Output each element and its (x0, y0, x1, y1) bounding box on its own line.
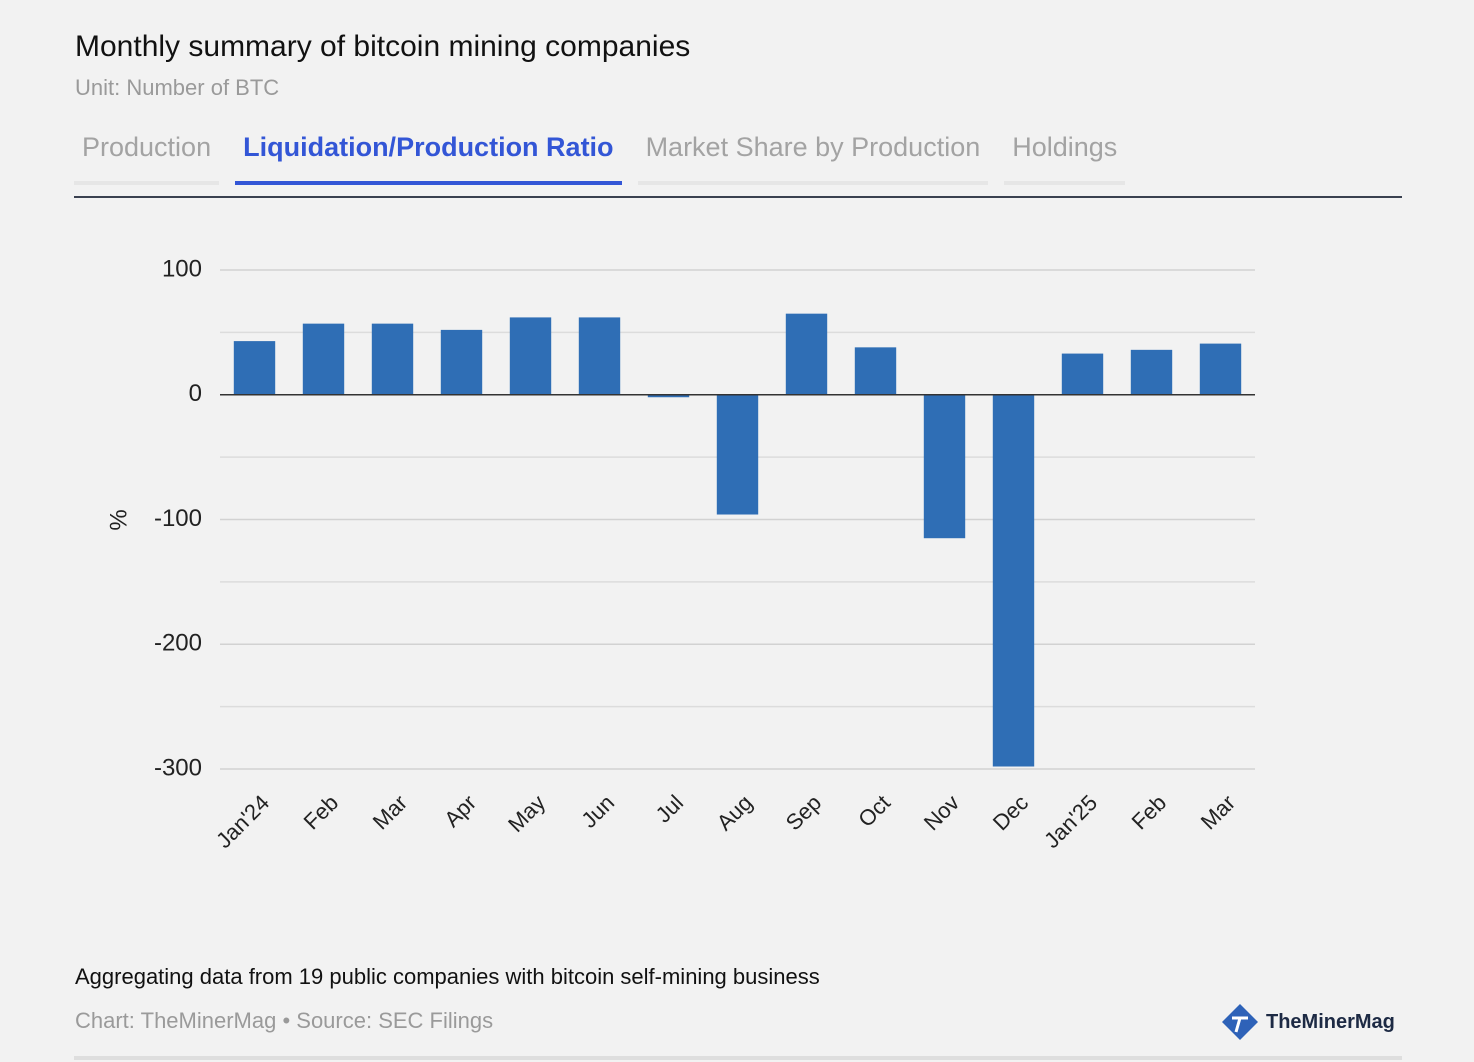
bar (578, 317, 621, 395)
bar (785, 313, 828, 395)
bar (371, 323, 414, 395)
y-tick-label: 0 (189, 380, 202, 407)
bar (923, 394, 966, 539)
bar (302, 323, 345, 395)
x-tick-label: Dec (988, 790, 1033, 835)
divider (74, 196, 1402, 198)
x-tick-label: Sep (781, 790, 826, 835)
credit: Chart: TheMinerMag • Source: SEC Filings (75, 1008, 494, 1033)
logo-text: TheMinerMag (1266, 1010, 1395, 1033)
x-tick-label: Mar (1196, 790, 1240, 834)
bar (1130, 349, 1173, 395)
bar (992, 394, 1035, 767)
x-tick-label: Jun (576, 790, 619, 833)
chart-subtitle: Unit: Number of BTC (75, 75, 280, 100)
x-tick-label: Oct (853, 790, 895, 832)
y-axis-label: % (105, 509, 132, 530)
x-tick-label: Feb (1127, 790, 1171, 834)
tab[interactable]: Market Share by Production (637, 132, 989, 185)
bar (233, 341, 276, 395)
footer-line (74, 1056, 1402, 1060)
y-tick-label: -200 (154, 630, 202, 657)
chart: % -300 -200 -100 0 100 Jan'24 Feb Mar Apr May Jun J… (105, 255, 1255, 853)
tab[interactable]: Liquidation/Production Ratio (235, 132, 622, 185)
logo-icon (1222, 1004, 1258, 1040)
y-tick-label: -300 (154, 754, 202, 781)
x-tick-label: Jan'24 (211, 790, 274, 853)
chart-title: Monthly summary of bitcoin mining compan… (75, 30, 691, 63)
x-tick-label: May (503, 790, 550, 837)
bar (1199, 343, 1242, 395)
x-tick-label: Jan'25 (1039, 790, 1102, 853)
bar (509, 317, 552, 395)
tab-bar: Production Liquidation/Production Ratio Ma… (74, 132, 1126, 185)
tab[interactable]: Production (74, 132, 220, 185)
y-tick-label: -100 (154, 505, 202, 532)
x-tick-label: Jul (651, 790, 689, 828)
x-tick-label: Aug (712, 790, 757, 835)
y-tick-label: 100 (162, 255, 202, 282)
footnote: Aggregating data from 19 public companie… (75, 964, 820, 989)
x-tick-label: Apr (439, 790, 481, 832)
x-tick-label: Nov (919, 790, 964, 835)
tab[interactable]: Holdings (1004, 132, 1126, 185)
x-tick-label: Mar (368, 790, 412, 834)
bar (647, 394, 690, 398)
bar (440, 329, 483, 395)
x-tick-label: Feb (299, 790, 343, 834)
bar (854, 347, 897, 395)
bar (1061, 353, 1104, 395)
bar (716, 394, 759, 515)
logo: TheMinerMag (1220, 1002, 1395, 1042)
